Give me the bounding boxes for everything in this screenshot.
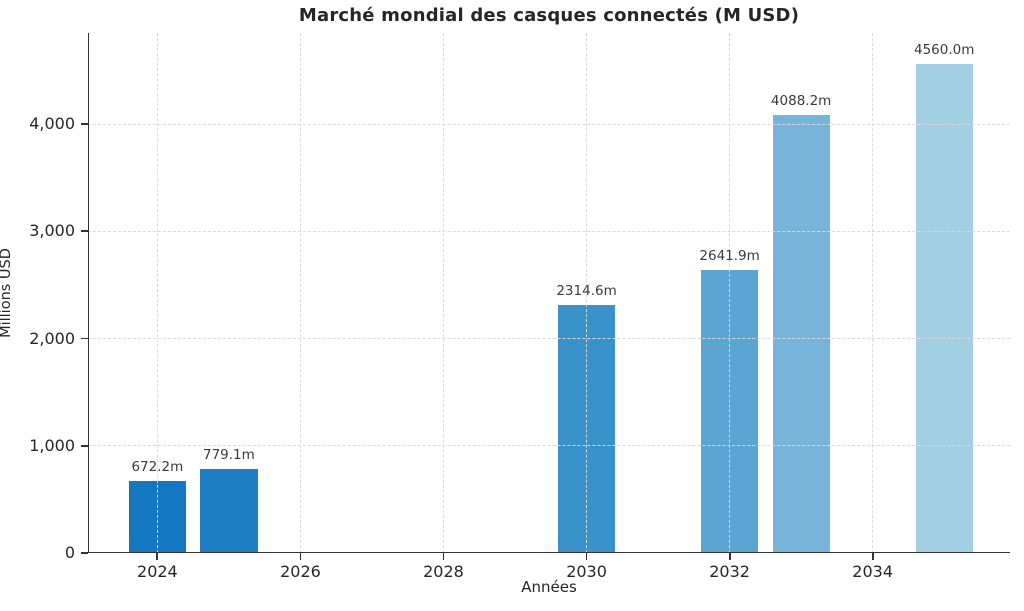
y-tick-mark-1000 — [81, 444, 88, 447]
x-tick-label-2026: 2026 — [280, 562, 321, 581]
x-tick-mark-2034 — [871, 553, 874, 560]
y-axis-label: Millions USD — [0, 248, 14, 338]
bar-value-label-2032: 2641.9m — [699, 247, 760, 264]
y-tick-label-4000: 4,000 — [29, 114, 75, 134]
v-gridline-2028 — [442, 33, 444, 553]
y-tick-mark-3000 — [81, 230, 88, 233]
y-tick-mark-4000 — [81, 123, 88, 126]
x-tick-mark-2028 — [442, 553, 445, 560]
y-tick-label-0: 0 — [64, 543, 75, 562]
bar-2025 — [200, 469, 258, 553]
chart-title: Marché mondial des casques connectés (M … — [298, 5, 800, 26]
v-gridline-2026 — [299, 33, 301, 553]
x-tick-label-2024: 2024 — [137, 562, 178, 581]
x-tick-label-2032: 2032 — [709, 562, 750, 581]
v-gridline-2034 — [872, 33, 874, 553]
x-tick-mark-2024 — [156, 553, 159, 560]
y-tick-label-3000: 3,000 — [29, 221, 75, 241]
x-tick-label-2028: 2028 — [423, 562, 464, 581]
y-tick-mark-0 — [81, 552, 88, 554]
bar-2035 — [915, 64, 973, 553]
bar-value-label-2030: 2314.6m — [556, 282, 617, 299]
y-tick-label-2000: 2,000 — [29, 328, 75, 348]
y-tick-mark-2000 — [81, 337, 88, 340]
bar-value-label-2024: 672.2m — [131, 458, 184, 475]
y-tick-label-1000: 1,000 — [29, 435, 75, 455]
bar-value-label-2035: 4560.0m — [913, 42, 975, 59]
v-gridline-2032 — [729, 33, 731, 553]
x-axis-label: Années — [521, 578, 577, 596]
bar-value-label-2025: 779.1m — [203, 447, 255, 464]
x-tick-mark-2026 — [299, 553, 302, 560]
v-gridline-2024 — [156, 33, 158, 553]
h-gridline-3000 — [88, 230, 1010, 232]
x-tick-mark-2030 — [585, 553, 588, 560]
x-tick-label-2030: 2030 — [566, 562, 607, 581]
x-tick-label-2034: 2034 — [852, 562, 894, 581]
bar-value-label-2033: 4088.2m — [770, 92, 832, 109]
bar-2033 — [772, 114, 830, 553]
v-gridline-2030 — [586, 33, 588, 553]
h-gridline-4000 — [88, 123, 1010, 125]
x-tick-mark-2032 — [728, 553, 731, 560]
h-gridline-1000 — [88, 445, 1010, 447]
h-gridline-2000 — [88, 338, 1010, 340]
